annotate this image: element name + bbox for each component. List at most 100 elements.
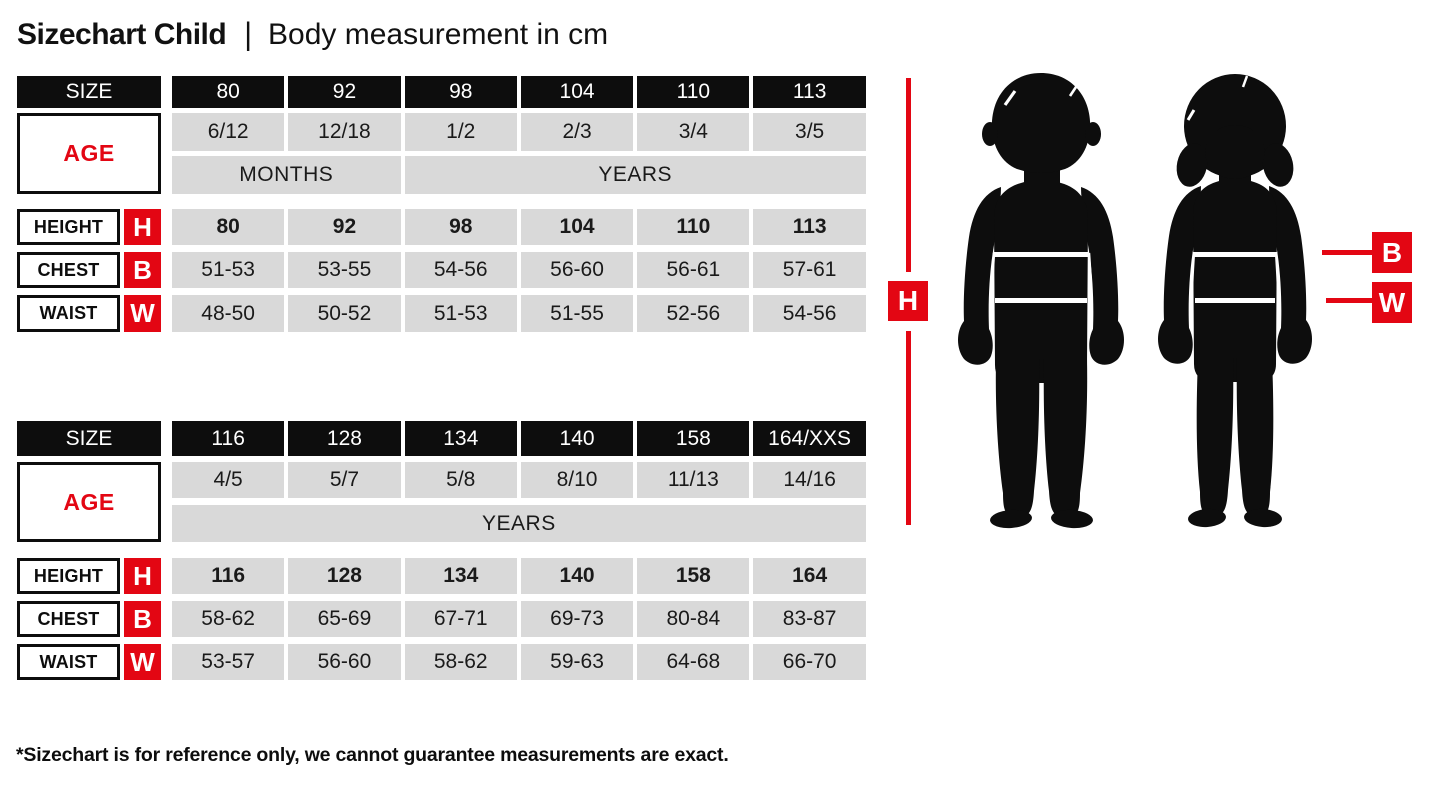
age-value-cell: 6/12 xyxy=(172,113,285,151)
measure-row-label: WAIST xyxy=(17,295,120,332)
age-unit-band: YEARS xyxy=(404,156,866,194)
measure-value-cell: 164 xyxy=(753,558,866,594)
measure-value-cell: 116 xyxy=(172,558,285,594)
girl-silhouette xyxy=(1158,74,1312,528)
measure-value-cell: 59-63 xyxy=(520,644,634,680)
measure-value-cell: 134 xyxy=(404,558,517,594)
measure-value-cell: 56-60 xyxy=(520,252,634,288)
height-measure-line-top xyxy=(906,78,911,272)
waist-leader-line xyxy=(1326,298,1374,303)
boy-chest-line xyxy=(993,252,1089,257)
measure-value-cell: 128 xyxy=(288,558,401,594)
measure-value-cell: 64-68 xyxy=(637,644,750,680)
measure-value-cell: 53-55 xyxy=(288,252,401,288)
measure-value-cell: 65-69 xyxy=(288,601,401,637)
measure-value-cell: 48-50 xyxy=(172,295,285,332)
measure-row-label-group: WAIST W xyxy=(17,295,161,332)
measure-row-label-group: CHEST B xyxy=(17,252,161,288)
age-value-cell: 2/3 xyxy=(520,113,634,151)
measure-value-cell: 54-56 xyxy=(753,295,866,332)
age-value-cell: 5/7 xyxy=(288,462,401,498)
age-value-cell: 4/5 xyxy=(172,462,285,498)
measure-value-cell: 110 xyxy=(637,209,750,245)
sizechart-table-large: SIZE 116 128 134 140 158 164/XXS AGE 4/5 5/7 5/8 8/… xyxy=(17,421,866,680)
measure-value-cell: 80-84 xyxy=(637,601,750,637)
measure-letter-badge: H xyxy=(124,558,161,594)
age-value-cell: 8/10 xyxy=(520,462,634,498)
age-value-cell: 12/18 xyxy=(288,113,401,151)
measure-row-label: CHEST xyxy=(17,252,120,288)
measure-row-label-group: HEIGHT H xyxy=(17,558,161,594)
measure-value-cell: 57-61 xyxy=(753,252,866,288)
measure-letter-badge: W xyxy=(124,295,161,332)
size-value-cell: 80 xyxy=(172,76,285,108)
size-value-cell: 113 xyxy=(753,76,866,108)
measure-value-cell: 54-56 xyxy=(404,252,517,288)
page-title: Sizechart Child | Body measurement in cm xyxy=(17,17,609,52)
measure-value-cell: 53-57 xyxy=(172,644,285,680)
chest-leader-line xyxy=(1322,250,1374,255)
measure-value-cell: 58-62 xyxy=(404,644,517,680)
age-header-label: AGE xyxy=(17,462,161,542)
size-value-cell: 164/XXS xyxy=(753,421,866,456)
disclaimer-text: *Sizechart is for reference only, we can… xyxy=(16,744,729,766)
measure-row-label-group: HEIGHT H xyxy=(17,209,161,245)
height-marker-badge: H xyxy=(888,281,928,321)
size-header-label: SIZE xyxy=(17,76,161,108)
size-value-cell: 134 xyxy=(404,421,517,456)
age-value-cell: 3/4 xyxy=(637,113,750,151)
waist-marker-badge: W xyxy=(1372,282,1412,323)
size-value-cell: 158 xyxy=(637,421,750,456)
age-header-label: AGE xyxy=(17,113,161,194)
measure-value-cell: 51-53 xyxy=(172,252,285,288)
girl-chest-line xyxy=(1193,252,1277,257)
measure-value-cell: 67-71 xyxy=(404,601,517,637)
measure-value-cell: 140 xyxy=(520,558,634,594)
measure-row-label: HEIGHT xyxy=(17,558,120,594)
measure-value-cell: 58-62 xyxy=(172,601,285,637)
measure-value-cell: 51-53 xyxy=(404,295,517,332)
measure-value-cell: 56-60 xyxy=(288,644,401,680)
chest-marker-badge: B xyxy=(1372,232,1412,273)
measure-letter-badge: B xyxy=(124,252,161,288)
measure-value-cell: 69-73 xyxy=(520,601,634,637)
measure-value-cell: 92 xyxy=(288,209,401,245)
size-header-label: SIZE xyxy=(17,421,161,456)
measure-value-cell: 66-70 xyxy=(753,644,866,680)
age-unit-band: MONTHS xyxy=(172,156,401,194)
measure-letter-badge: H xyxy=(124,209,161,245)
size-value-cell: 110 xyxy=(637,76,750,108)
sizechart-table-small: SIZE 80 92 98 104 110 113 AGE 6/12 12/18 1/2 2/3 3/4… xyxy=(17,76,866,332)
age-value-cell: 11/13 xyxy=(637,462,750,498)
measure-row-label: CHEST xyxy=(17,601,120,637)
boy-silhouette xyxy=(958,73,1124,529)
size-value-cell: 116 xyxy=(172,421,285,456)
measure-row-label-group: WAIST W xyxy=(17,644,161,680)
measure-row-label: WAIST xyxy=(17,644,120,680)
measure-value-cell: 98 xyxy=(404,209,517,245)
measure-value-cell: 80 xyxy=(172,209,285,245)
measure-letter-badge: B xyxy=(124,601,161,637)
measure-row-label-group: CHEST B xyxy=(17,601,161,637)
age-unit-band: YEARS xyxy=(172,505,866,542)
measure-row-label: HEIGHT xyxy=(17,209,120,245)
girl-waist-line xyxy=(1195,298,1275,303)
title-subtitle: Body measurement in cm xyxy=(268,18,609,51)
size-value-cell: 128 xyxy=(288,421,401,456)
title-separator: | xyxy=(244,17,253,52)
age-value-cell: 5/8 xyxy=(404,462,517,498)
measure-value-cell: 104 xyxy=(520,209,634,245)
size-value-cell: 104 xyxy=(520,76,634,108)
title-main: Sizechart Child xyxy=(17,18,227,51)
size-value-cell: 98 xyxy=(404,76,517,108)
boy-waist-line xyxy=(995,298,1087,303)
measure-value-cell: 56-61 xyxy=(637,252,750,288)
size-value-cell: 92 xyxy=(288,76,401,108)
measure-value-cell: 51-55 xyxy=(520,295,634,332)
measure-value-cell: 113 xyxy=(753,209,866,245)
measure-value-cell: 83-87 xyxy=(753,601,866,637)
measure-value-cell: 158 xyxy=(637,558,750,594)
measure-value-cell: 52-56 xyxy=(637,295,750,332)
measure-letter-badge: W xyxy=(124,644,161,680)
